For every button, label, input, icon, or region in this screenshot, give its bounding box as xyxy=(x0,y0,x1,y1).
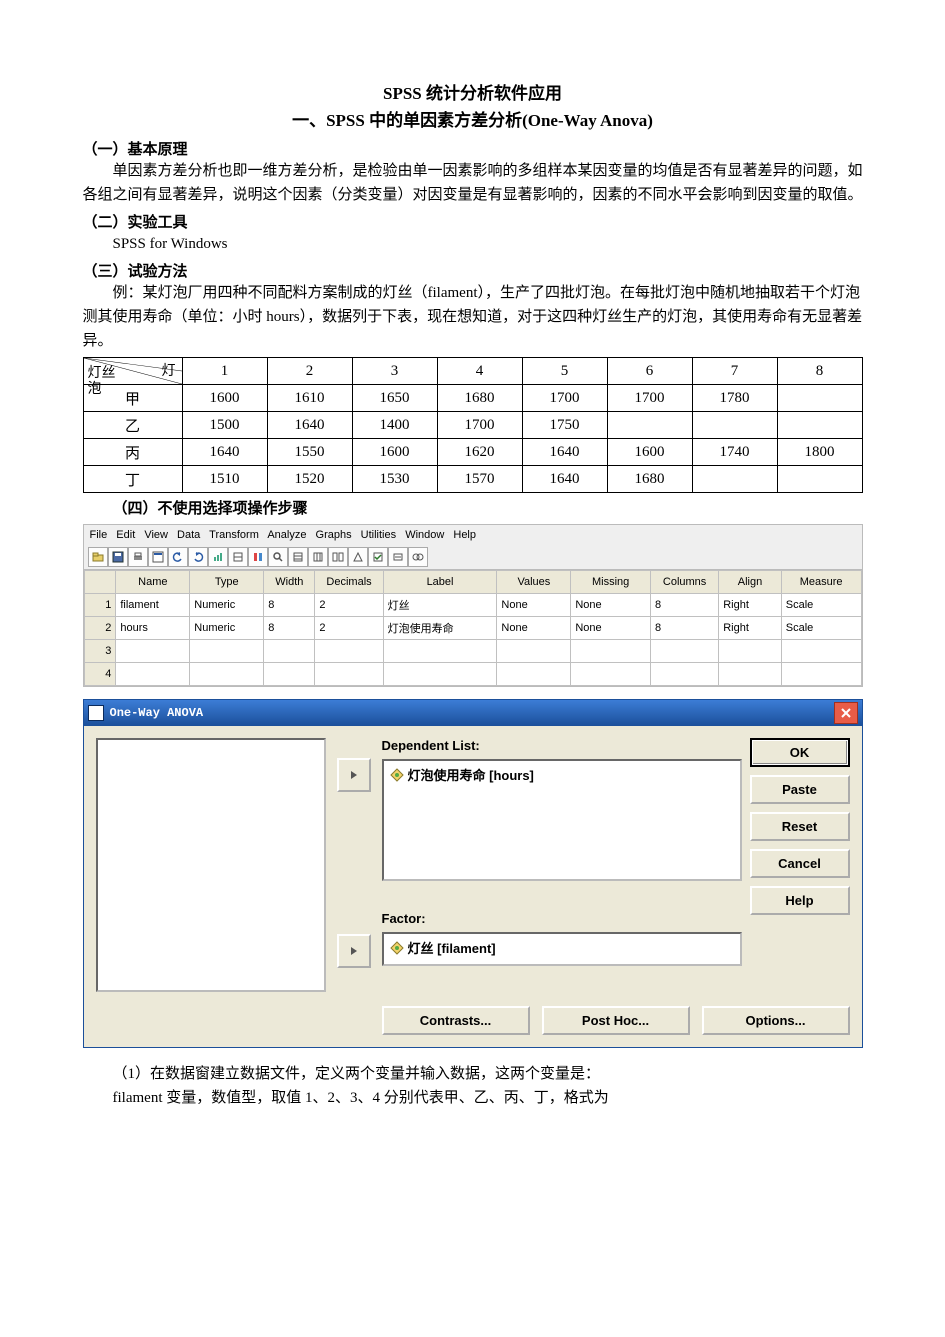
insert-case-icon[interactable] xyxy=(288,547,308,567)
section-2-heading: （二）实验工具 xyxy=(83,211,863,232)
variables-icon[interactable] xyxy=(248,547,268,567)
data-table: 灯 泡 灯丝 1 2 3 4 5 6 7 8 甲 1600 1610 1650 … xyxy=(83,357,863,493)
dependent-variable-item[interactable]: 灯泡使用寿命 [hours] xyxy=(390,765,734,784)
varview-row[interactable]: 4 xyxy=(84,663,861,686)
cancel-button[interactable]: Cancel xyxy=(750,849,850,878)
col-header: 6 xyxy=(607,358,692,385)
contrasts-button[interactable]: Contrasts... xyxy=(382,1006,530,1035)
varview-row[interactable]: 1 filament Numeric 8 2 灯丝 None None 8 Ri… xyxy=(84,594,861,617)
move-to-factor-button[interactable] xyxy=(337,934,371,968)
menu-item[interactable]: Graphs xyxy=(316,529,352,541)
select-cases-icon[interactable] xyxy=(368,547,388,567)
dialog-recall-icon[interactable] xyxy=(148,547,168,567)
col-header: 1 xyxy=(182,358,267,385)
insert-variable-icon[interactable] xyxy=(308,547,328,567)
undo-icon[interactable] xyxy=(168,547,188,567)
dependent-list-label: Dependent List: xyxy=(382,738,742,753)
system-icon[interactable] xyxy=(88,705,104,721)
col-header: 4 xyxy=(437,358,522,385)
redo-icon[interactable] xyxy=(188,547,208,567)
dialog-title: One-Way ANOVA xyxy=(110,706,204,720)
dialog-titlebar[interactable]: One-Way ANOVA xyxy=(84,700,862,726)
scale-variable-icon xyxy=(390,768,404,782)
goto-chart-icon[interactable] xyxy=(208,547,228,567)
move-to-dependent-button[interactable] xyxy=(337,758,371,792)
menu-item[interactable]: Data xyxy=(177,529,200,541)
source-variable-list[interactable] xyxy=(96,738,326,992)
section-4-heading: （四）不使用选择项操作步骤 xyxy=(83,497,863,518)
use-sets-icon[interactable] xyxy=(408,547,428,567)
menu-item[interactable]: Edit xyxy=(116,529,135,541)
spss-variable-view: File Edit View Data Transform Analyze Gr… xyxy=(83,524,863,687)
factor-label: Factor: xyxy=(382,911,742,926)
col-header: 8 xyxy=(777,358,862,385)
section-1-heading: （一）基本原理 xyxy=(83,138,863,159)
dependent-list-box[interactable]: 灯泡使用寿命 [hours] xyxy=(382,759,742,881)
split-file-icon[interactable] xyxy=(328,547,348,567)
step-1-text: （1）在数据窗建立数据文件，定义两个变量并输入数据，这两个变量是： xyxy=(83,1062,863,1086)
goto-case-icon[interactable] xyxy=(228,547,248,567)
factor-variable-item[interactable]: 灯丝 [filament] xyxy=(390,938,734,957)
col-header: 2 xyxy=(267,358,352,385)
col-header: 5 xyxy=(522,358,607,385)
scale-variable-icon xyxy=(390,941,404,955)
menu-item[interactable]: Window xyxy=(405,529,444,541)
menu-item[interactable]: File xyxy=(90,529,108,541)
subtitle: 一、SPSS 中的单因素方差分析(One-Way Anova) xyxy=(83,107,863,134)
close-icon[interactable] xyxy=(834,702,858,724)
table-row: 乙 1500 1640 1400 1700 1750 xyxy=(83,412,862,439)
section-3-heading: （三）试验方法 xyxy=(83,260,863,281)
weight-cases-icon[interactable] xyxy=(348,547,368,567)
main-title: SPSS 统计分析软件应用 xyxy=(83,80,863,107)
spss-toolbar xyxy=(84,545,862,570)
col-header: 3 xyxy=(352,358,437,385)
posthoc-button[interactable]: Post Hoc... xyxy=(542,1006,690,1035)
table-row: 丁 1510 1520 1530 1570 1640 1680 xyxy=(83,466,862,493)
menu-item[interactable]: View xyxy=(144,529,168,541)
section-3-body: 例：某灯泡厂用四种不同配料方案制成的灯丝（filament），生产了四批灯泡。在… xyxy=(83,281,863,353)
help-button[interactable]: Help xyxy=(750,886,850,915)
factor-box[interactable]: 灯丝 [filament] xyxy=(382,932,742,966)
varview-row[interactable]: 3 xyxy=(84,640,861,663)
menu-item[interactable]: Utilities xyxy=(361,529,396,541)
step-1-text-cont: filament 变量，数值型，取值 1、2、3、4 分别代表甲、乙、丙、丁，格… xyxy=(113,1086,863,1110)
variable-view-grid: Name Type Width Decimals Label Values Mi… xyxy=(84,570,862,686)
section-1-body: 单因素方差分析也即一维方差分析，是检验由单一因素影响的多组样本某因变量的均值是否… xyxy=(83,159,863,207)
varview-row[interactable]: 2 hours Numeric 8 2 灯泡使用寿命 None None 8 R… xyxy=(84,617,861,640)
options-button[interactable]: Options... xyxy=(702,1006,850,1035)
spss-menubar: File Edit View Data Transform Analyze Gr… xyxy=(84,525,862,545)
table-row: 丙 1640 1550 1600 1620 1640 1600 1740 180… xyxy=(83,439,862,466)
varview-header: Name Type Width Decimals Label Values Mi… xyxy=(84,571,861,594)
menu-item[interactable]: Help xyxy=(453,529,476,541)
diagonal-header: 灯 泡 灯丝 xyxy=(83,358,182,385)
table-row: 甲 1600 1610 1650 1680 1700 1700 1780 xyxy=(83,385,862,412)
paste-button[interactable]: Paste xyxy=(750,775,850,804)
reset-button[interactable]: Reset xyxy=(750,812,850,841)
value-labels-icon[interactable] xyxy=(388,547,408,567)
print-icon[interactable] xyxy=(128,547,148,567)
find-icon[interactable] xyxy=(268,547,288,567)
open-icon[interactable] xyxy=(88,547,108,567)
save-icon[interactable] xyxy=(108,547,128,567)
menu-item[interactable]: Transform xyxy=(209,529,259,541)
menu-item[interactable]: Analyze xyxy=(267,529,306,541)
ok-button[interactable]: OK xyxy=(750,738,850,767)
col-header: 7 xyxy=(692,358,777,385)
section-2-body: SPSS for Windows xyxy=(83,232,863,256)
anova-dialog: One-Way ANOVA Dependent List: xyxy=(83,699,863,1048)
